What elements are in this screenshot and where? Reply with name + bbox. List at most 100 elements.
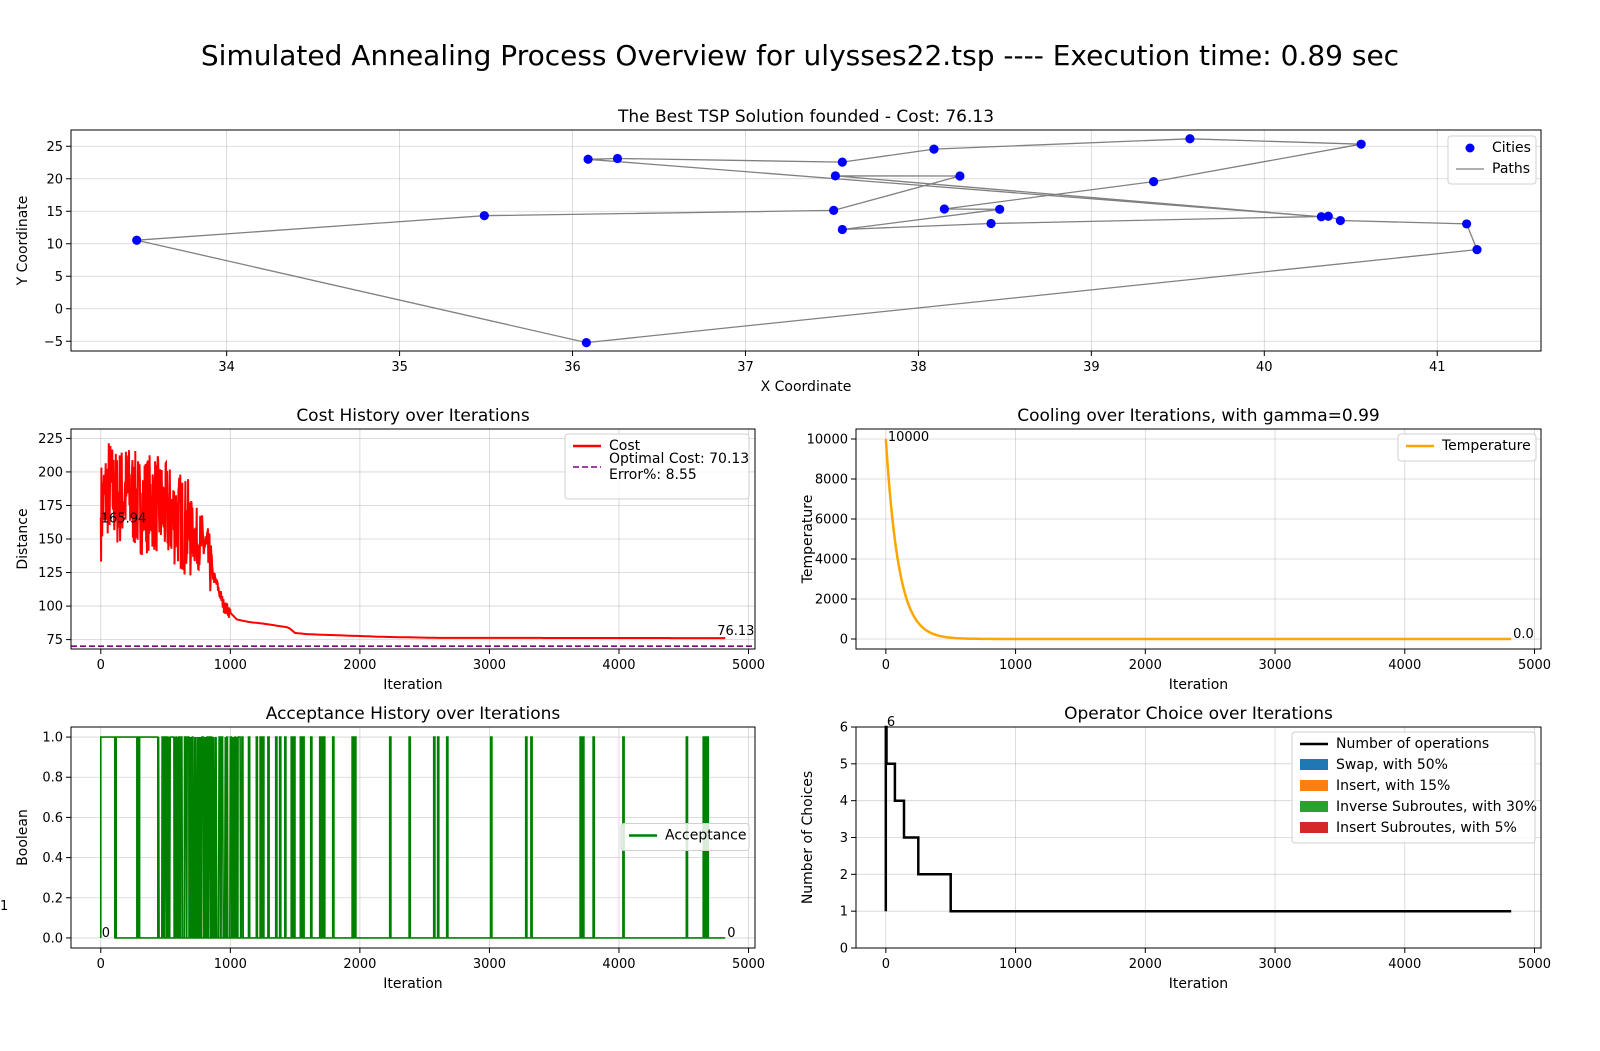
y-tick-label: 0 [55, 302, 63, 317]
y-axis-label: Number of Choices [800, 771, 816, 904]
x-tick-label: 4000 [602, 957, 635, 972]
y-tick-label: 4000 [815, 553, 848, 568]
y-tick-label: 1 [840, 905, 848, 920]
y-tick-label: 0.4 [42, 851, 63, 866]
plot-title: The Best TSP Solution founded - Cost: 76… [617, 107, 994, 127]
legend-label: Cost [609, 438, 641, 454]
y-tick-label: 25 [46, 140, 63, 155]
x-tick-label: 41 [1429, 360, 1446, 375]
acceptance-history-plot: 0 1000 2000 3000 4000 5000 0.0 0.2 0.4 0.6 0.8 1.0 A… [15, 704, 765, 992]
x-tick-label: 2000 [343, 658, 376, 673]
y-tick-label: 0 [840, 942, 848, 957]
acceptance-line [99, 736, 726, 939]
x-tick-label: 5000 [1518, 658, 1551, 673]
legend-entry: Cities [1465, 140, 1531, 156]
end-value-label: 1 [0, 899, 8, 914]
plot-frame [855, 428, 1542, 650]
x-tick-label: 1000 [214, 658, 247, 673]
x-tick-label: 2000 [343, 957, 376, 972]
y-tick-label: 10000 [807, 433, 848, 448]
legend-box [1397, 433, 1537, 462]
x-axis-label: X Coordinate [761, 379, 852, 395]
x-axis-label: Iteration [1169, 677, 1228, 693]
grid-lines [856, 429, 1541, 649]
city-point [1472, 245, 1482, 255]
city-point [612, 153, 623, 164]
y-tick-label: 4 [840, 794, 848, 809]
city-point [132, 235, 142, 245]
y-tick-label: 6 [840, 721, 848, 736]
tour-path [136, 138, 1478, 344]
legend-entry: Inverse Subroutes, with 30% [1300, 799, 1537, 815]
y-tick-label: 100 [38, 600, 63, 615]
city-point [1185, 134, 1195, 144]
legend-patch [1300, 780, 1328, 791]
y-tick-label: −5 [44, 335, 63, 350]
y-tick-label: 150 [38, 533, 63, 548]
legend-entry: Insert Subroutes, with 5% [1300, 820, 1517, 836]
y-tick-label: 8000 [815, 473, 848, 488]
legend-entry: Acceptance [629, 828, 746, 844]
cost-line [99, 443, 726, 640]
x-tick-label: 38 [910, 360, 927, 375]
x-tick-label: 3000 [473, 658, 506, 673]
legend-label: Acceptance [665, 828, 746, 844]
legend-box [1291, 731, 1536, 844]
x-tick-label: 2000 [1129, 658, 1162, 673]
cooling-plot: 0 1000 2000 3000 4000 5000 0 2000 4000 6000 8000 10… [800, 406, 1551, 693]
legend-label: Number of operations [1336, 736, 1489, 752]
plot-frame [70, 726, 756, 949]
temperature-line [884, 438, 1512, 641]
x-tick-label: 0 [882, 658, 890, 673]
x-tick-label: 37 [737, 360, 754, 375]
x-tick-label: 0 [97, 957, 105, 972]
y-tick-label: 5 [840, 757, 848, 772]
y-tick-label: 175 [38, 499, 63, 514]
y-axis-label: Y Coordinate [15, 196, 31, 287]
city-point [479, 211, 489, 221]
y-tick-label: 15 [46, 205, 63, 220]
x-tick-label: 3000 [1258, 957, 1291, 972]
x-tick-label: 4000 [602, 658, 635, 673]
plot-title: Cooling over Iterations, with gamma=0.99 [1017, 406, 1380, 426]
legend-box [620, 823, 750, 851]
city-point [939, 204, 949, 214]
y-axis-label: Temperature [800, 495, 816, 585]
plot-title: Acceptance History over Iterations [266, 704, 561, 724]
legend-label: Optimal Cost: 70.13 [609, 451, 749, 467]
y-tick-label: 125 [38, 566, 63, 581]
city-point [1149, 177, 1159, 187]
city-point [995, 204, 1005, 214]
y-tick-label: 6000 [815, 513, 848, 528]
plot-frame [70, 129, 1542, 352]
x-axis-label: Iteration [383, 677, 442, 693]
x-tick-label: 39 [1083, 360, 1100, 375]
city-point [837, 224, 847, 235]
legend-label: Insert, with 15% [1336, 778, 1450, 794]
legend-patch [1300, 759, 1328, 770]
y-tick-label: 225 [38, 432, 63, 447]
legend-entry: Paths [1456, 161, 1530, 177]
city-point [829, 205, 839, 216]
x-tick-label: 1000 [214, 957, 247, 972]
y-tick-label: 0.6 [42, 811, 63, 826]
legend-label: Swap, with 50% [1336, 757, 1448, 773]
tsp-solution-plot: 34 35 36 37 38 39 40 41 −5 0 5 10 15 20 25 The Best TSP… [15, 107, 1542, 395]
x-axis-label: Iteration [383, 976, 442, 992]
x-tick-label: 5000 [732, 658, 765, 673]
city-point [1323, 211, 1333, 221]
y-axis-label: Distance [15, 508, 31, 569]
plot-title: Operator Choice over Iterations [1064, 704, 1333, 724]
x-tick-label: 3000 [473, 957, 506, 972]
x-tick-label: 36 [564, 360, 581, 375]
x-axis-label: Iteration [1169, 976, 1228, 992]
legend-label: Temperature [1441, 438, 1531, 454]
legend-patch [1300, 801, 1328, 812]
legend-label: Cities [1492, 140, 1531, 156]
city-point [583, 154, 593, 164]
y-tick-label: 5 [55, 270, 63, 285]
city-point [1356, 139, 1366, 149]
start-value-label: 6 [887, 715, 895, 730]
legend-marker [1465, 143, 1475, 153]
